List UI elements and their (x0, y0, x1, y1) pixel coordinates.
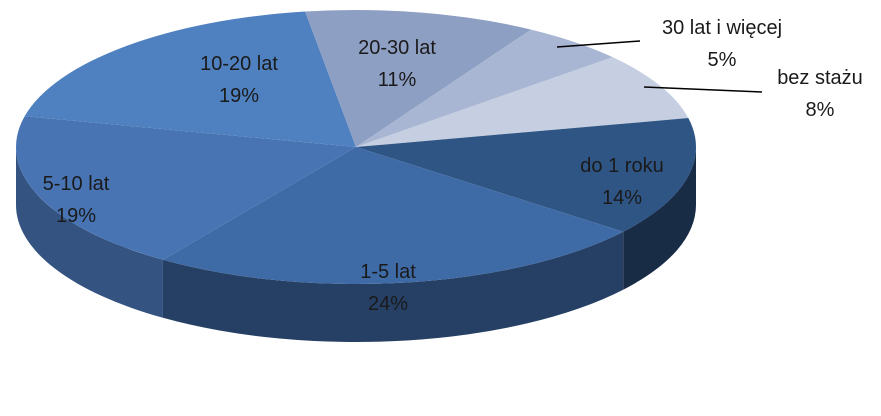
slice-value-30-lat-i-wiecej: 5% (708, 49, 737, 71)
data-labels: bez stażu 8% do 1 roku 14% 1-5 lat 24% 5-10 la… (43, 17, 863, 315)
slice-side-do-1-roku (623, 147, 696, 290)
leader-line-bez-stazu (643, 86, 763, 93)
slice-5-10-lat (16, 116, 357, 260)
slice-name-1-5-lat: 1-5 lat (360, 261, 416, 283)
slice-side-5-10-lat (16, 147, 163, 318)
slice-name-do-1-roku: do 1 roku (580, 155, 663, 177)
slice-10-20-lat (24, 11, 357, 148)
slice-side-1-5-lat (162, 231, 624, 342)
slice-value-5-10-lat: 19% (56, 205, 96, 227)
slice-value-do-1-roku: 14% (602, 187, 642, 209)
slice-name-bez-stazu: bez stażu (777, 67, 863, 89)
slice-1-5-lat (162, 147, 624, 285)
slice-20-30-lat (305, 10, 532, 147)
leader-lines (556, 40, 763, 93)
slice-value-10-20-lat: 19% (219, 85, 259, 107)
leader-line-30-lat-i-wiecej (556, 40, 641, 48)
pie-sides (16, 147, 696, 342)
slice-bez-stazu (356, 57, 689, 147)
slice-value-bez-stazu: 8% (806, 99, 835, 121)
slice-name-5-10-lat: 5-10 lat (43, 173, 110, 195)
slice-name-10-20-lat: 10-20 lat (200, 53, 278, 75)
slice-do-1-roku (356, 118, 696, 232)
slice-30-lat-i-wiecej (356, 29, 613, 148)
slice-name-30-lat-i-wiecej: 30 lat i więcej (662, 17, 782, 39)
slice-value-1-5-lat: 24% (368, 293, 408, 315)
slice-name-20-30-lat: 20-30 lat (358, 37, 436, 59)
slice-value-20-30-lat: 11% (378, 69, 417, 91)
pie-tops (16, 10, 696, 285)
